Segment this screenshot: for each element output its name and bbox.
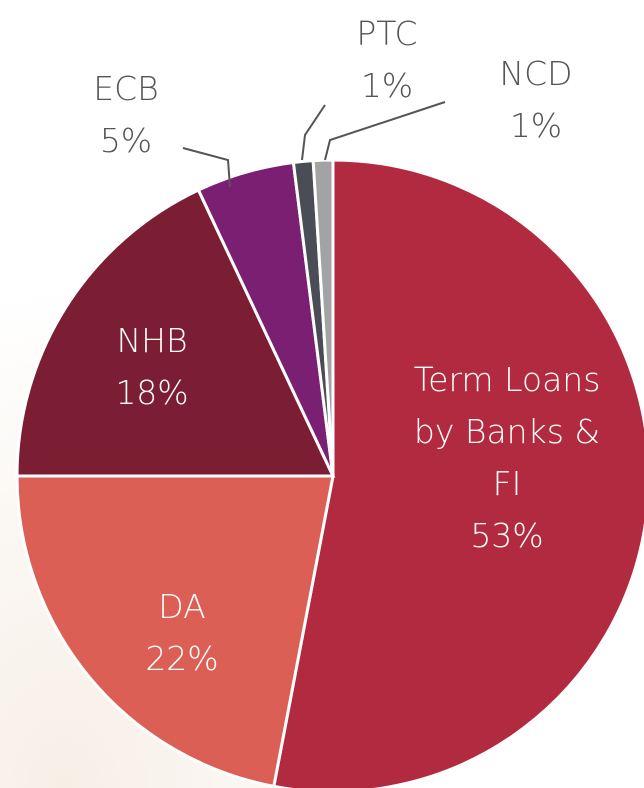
value-label: 1% xyxy=(509,106,563,145)
slice-label: Term Loans by Banks & FI 53% xyxy=(412,354,602,563)
leader-line xyxy=(182,147,231,188)
leader-line xyxy=(301,104,326,161)
pie-slice xyxy=(311,158,335,477)
pie-slice xyxy=(15,188,336,478)
leader-line xyxy=(324,101,446,161)
category-label: NCD xyxy=(499,53,573,93)
value-label: 53% xyxy=(470,516,544,556)
pie-slice xyxy=(272,158,644,788)
slice-label: ECB 5% xyxy=(46,63,206,167)
category-label: PTC xyxy=(356,13,418,53)
category-label: ECB xyxy=(93,68,159,108)
category-label: NHB xyxy=(116,320,188,360)
slice-label: DA 22% xyxy=(102,581,262,685)
value-label: 22% xyxy=(145,639,219,678)
slice-label: NHB 18% xyxy=(72,315,232,419)
slice-label: PTC 1% xyxy=(327,8,447,112)
value-label: 18% xyxy=(115,373,189,412)
category-label: Term Loans by Banks & FI xyxy=(413,359,601,503)
value-label: 5% xyxy=(99,121,153,160)
slice-label: NCD 1% xyxy=(476,48,596,152)
value-label: 1% xyxy=(360,66,414,105)
pie-slice xyxy=(15,474,335,788)
category-label: DA xyxy=(158,586,206,626)
